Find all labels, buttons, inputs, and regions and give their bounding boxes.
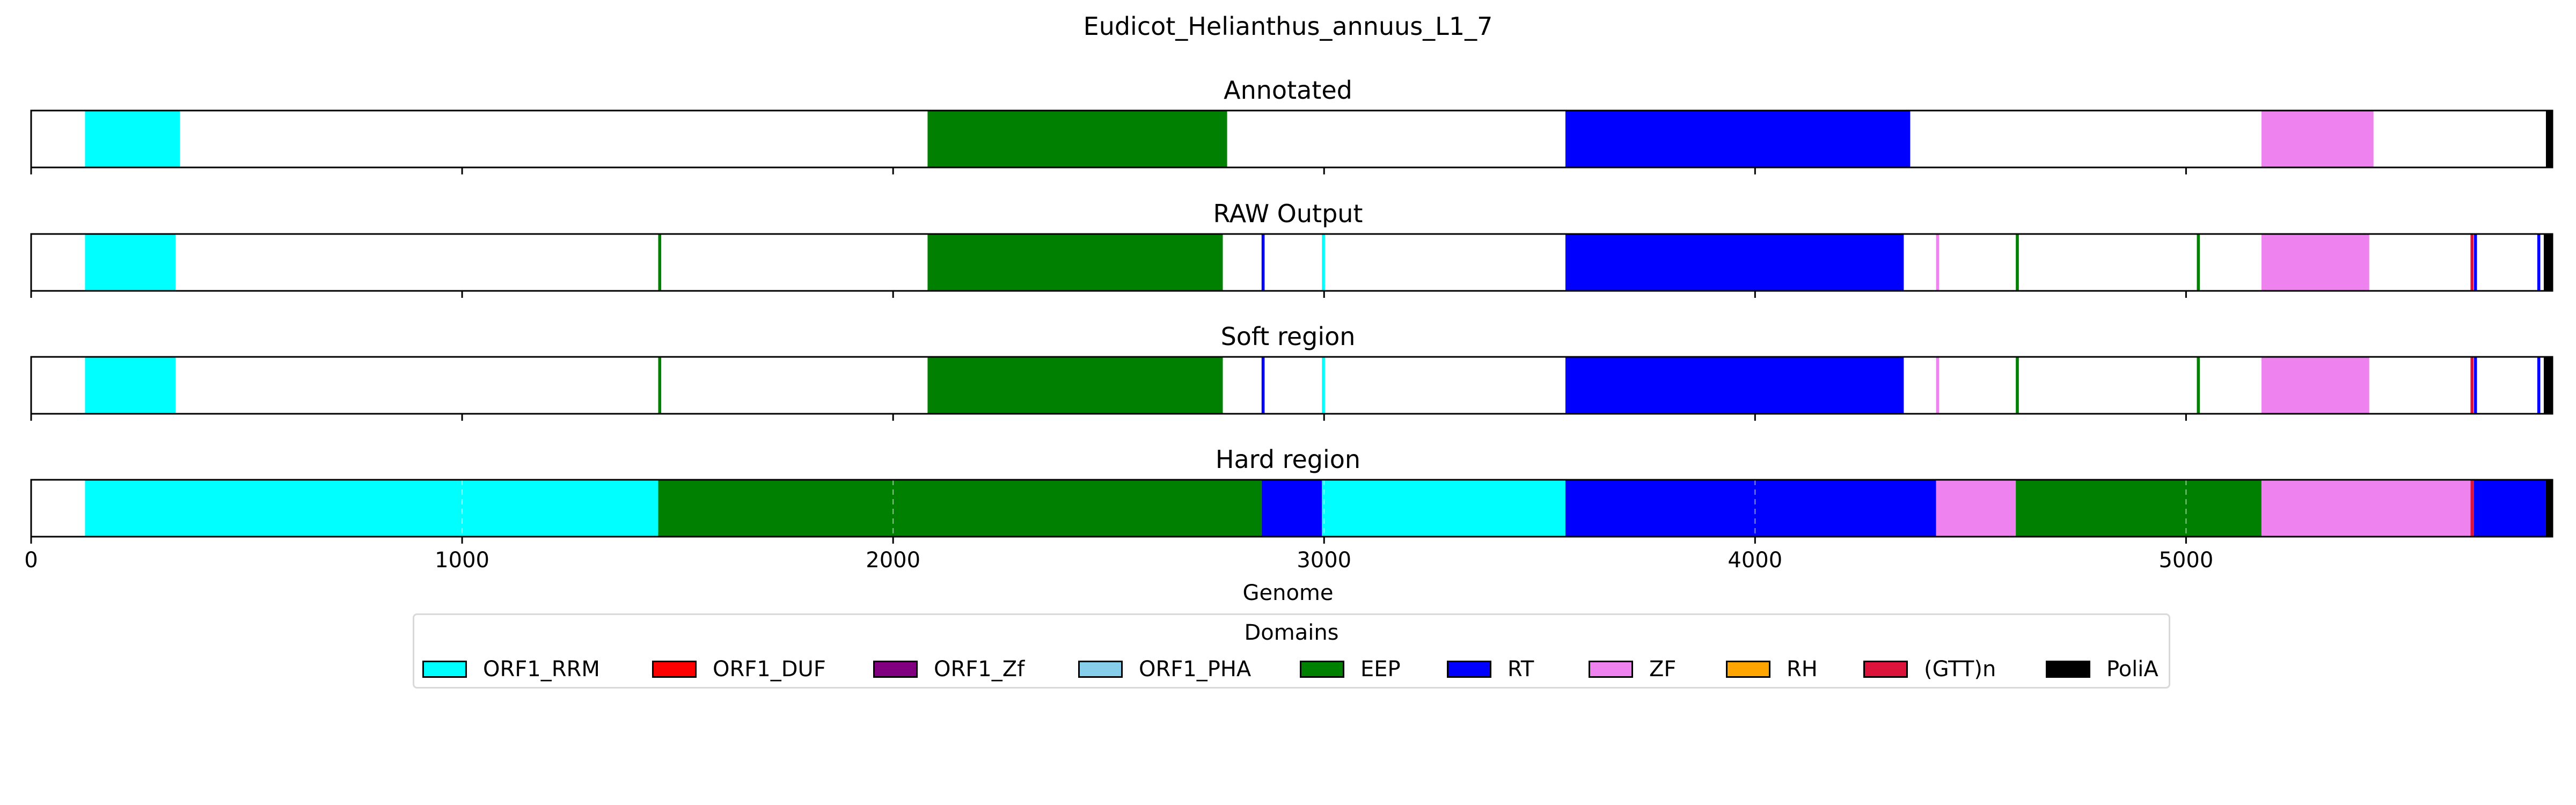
segment-eep (2016, 234, 2019, 291)
segment-eep (658, 234, 662, 291)
track-annotated: Annotated (30, 76, 2553, 174)
segment-eep (927, 234, 1223, 291)
track-frame (30, 356, 2553, 415)
legend-item-polia: PoliA (2046, 656, 2158, 683)
segment-zf (1936, 234, 1940, 291)
segment-polia (2543, 234, 2552, 291)
segment-zf (2261, 111, 2374, 167)
segment-rt (2537, 357, 2541, 414)
figure-title: Eudicot_Helianthus_annuus_L1_7 (1084, 12, 1493, 41)
segment-eep (927, 111, 1227, 167)
legend-item-zf: ZF (1589, 656, 1676, 683)
legend-swatch (2046, 661, 2090, 678)
segment-polia (2543, 357, 2552, 414)
legend-label: ORF1_DUF (713, 657, 826, 682)
legend-swatch (1726, 661, 1770, 678)
segment-rt (1261, 357, 1265, 414)
legend-swatch (1863, 661, 1908, 678)
segment-rt (1565, 357, 1904, 414)
segment-polia (2545, 111, 2552, 167)
legend-label: RT (1507, 657, 1534, 682)
legend-swatch (422, 661, 467, 678)
legend-item-orf1-rrm: ORF1_RRM (422, 656, 600, 683)
legend-item-orf1-duf: ORF1_DUF (652, 656, 826, 683)
segment-rt (2473, 234, 2477, 291)
legend-label: ZF (1649, 657, 1677, 682)
track-title-hard-region: Hard region (1216, 445, 1360, 474)
track-frame (30, 109, 2553, 169)
segment-zf (2261, 357, 2369, 414)
track-title-raw-output: RAW Output (1213, 199, 1363, 228)
segment-eep (658, 357, 662, 414)
segment-eep (2016, 480, 2262, 537)
segment-zf (1936, 357, 1940, 414)
legend-label: ORF1_PHA (1139, 657, 1252, 682)
legend-item-orf1-zf: ORF1_Zf (873, 656, 1024, 683)
legend-swatch (1589, 661, 1633, 678)
segment-rt (1565, 480, 1936, 537)
segment-orf1-rrm (1322, 357, 1325, 414)
track-frame (30, 479, 2553, 538)
tracks: Annotated RAW Output Soft region Hard regio… (30, 76, 2553, 544)
x-tick-label: 5000 (2158, 548, 2213, 573)
legend-item-rt: RT (1447, 656, 1534, 683)
segment-orf1-rrm (85, 111, 180, 167)
x-tick-label: 0 (24, 548, 38, 573)
legend-swatch (1078, 661, 1123, 678)
segment-rt (1565, 234, 1904, 291)
legend-swatch (873, 661, 918, 678)
track-raw-output: RAW Output (30, 199, 2553, 298)
x-tick-label: 2000 (866, 548, 920, 573)
x-tick-label: 3000 (1297, 548, 1351, 573)
segment-zf (2261, 480, 2471, 537)
legend-item-orf1-pha: ORF1_PHA (1078, 656, 1251, 683)
segment-polia (2545, 480, 2552, 537)
legend-label: RH (1787, 657, 1818, 682)
segment-zf (1936, 480, 2016, 537)
legend-label: (GTT)n (1924, 657, 1996, 682)
segment-zf (2261, 234, 2369, 291)
legend: Domains ORF1_RRM ORF1_DUF ORF1_Zf ORF1_PHA E… (413, 613, 2170, 689)
legend-title: Domains (1244, 620, 1339, 645)
legend-swatch (1447, 661, 1491, 678)
segment-rt (2473, 357, 2477, 414)
segment-gtt-n (2470, 480, 2474, 537)
segment-rt (2473, 480, 2546, 537)
track-title-annotated: Annotated (1224, 76, 1352, 105)
x-axis: 0 1000 2000 3000 4000 5000 (24, 548, 2213, 573)
segment-gtt-n (2470, 234, 2474, 291)
track-soft-region: Soft region (30, 322, 2553, 421)
segment-orf1-rrm (85, 234, 176, 291)
x-axis-label: Genome (1242, 581, 1333, 605)
track-title-soft-region: Soft region (1221, 322, 1356, 351)
legend-swatch (652, 661, 697, 678)
segment-rt (1565, 111, 1911, 167)
legend-item-gtt-n: (GTT)n (1863, 656, 1996, 683)
segment-orf1-rrm (1322, 480, 1565, 537)
x-tick-label: 1000 (435, 548, 489, 573)
track-frame (30, 233, 2553, 292)
legend-item-rh: RH (1726, 656, 1818, 683)
segment-eep (2197, 357, 2200, 414)
segment-rt (1261, 480, 1322, 537)
segment-orf1-rrm (85, 357, 176, 414)
segment-eep (2016, 357, 2019, 414)
x-tick-label: 4000 (1728, 548, 1782, 573)
legend-label: ORF1_RRM (483, 657, 600, 682)
segment-eep (927, 357, 1223, 414)
track-hard-region: Hard region (30, 445, 2553, 544)
segment-eep (2197, 234, 2200, 291)
legend-item-eep: EEP (1300, 656, 1401, 683)
segment-gtt-n (2470, 357, 2474, 414)
segment-rt (1261, 234, 1265, 291)
legend-swatch (1300, 661, 1344, 678)
legend-label: PoliA (2106, 657, 2158, 682)
segment-rt (2537, 234, 2541, 291)
segment-eep (658, 480, 1262, 537)
segment-orf1-rrm (85, 480, 658, 537)
legend-label: EEP (1360, 657, 1401, 682)
legend-label: ORF1_Zf (934, 657, 1025, 682)
segment-orf1-rrm (1322, 234, 1325, 291)
